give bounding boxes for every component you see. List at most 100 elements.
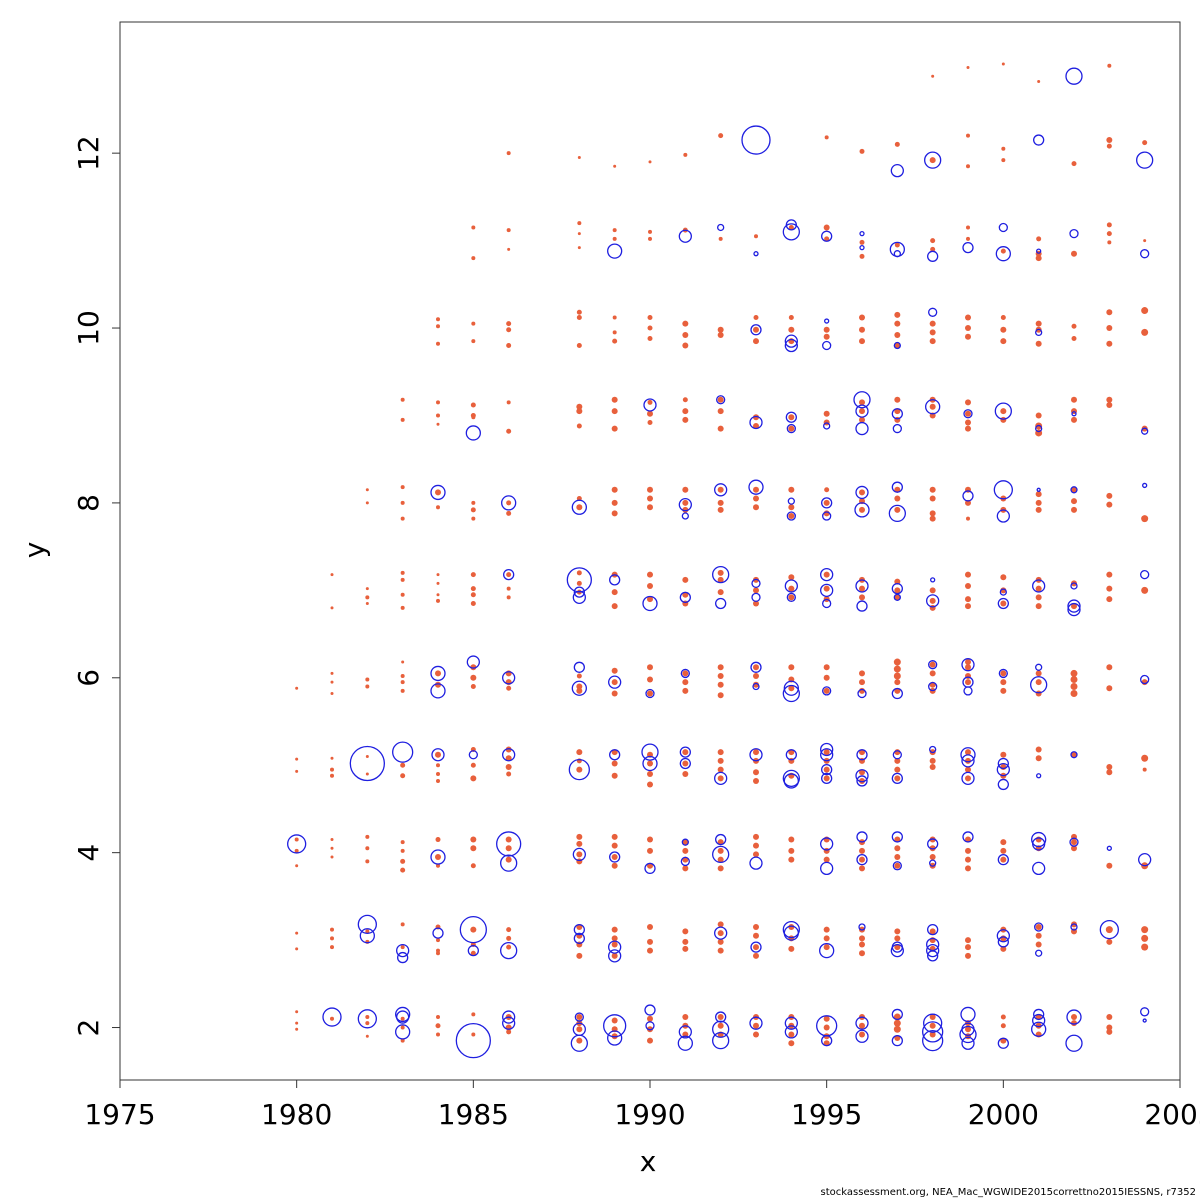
open-bubble (820, 567, 834, 582)
filled-bubble (647, 760, 653, 767)
filled-bubble (682, 332, 689, 339)
filled-bubble (330, 927, 334, 932)
filled-bubble (788, 504, 795, 511)
filled-bubble (506, 572, 512, 578)
open-bubble (1138, 853, 1152, 867)
filled-bubble (400, 592, 405, 597)
filled-bubble (365, 601, 369, 605)
open-bubble (496, 831, 522, 857)
filled-bubble (788, 315, 794, 321)
filled-bubble (788, 326, 795, 333)
filled-bubble (612, 330, 617, 335)
open-bubble (1031, 1021, 1047, 1037)
filled-bubble (1071, 603, 1077, 610)
filled-bubble (965, 399, 971, 406)
open-bubble (782, 223, 800, 241)
open-bubble (750, 941, 762, 953)
filled-bubble (859, 408, 865, 415)
open-bubble (929, 745, 937, 754)
filled-bubble (894, 944, 901, 951)
filled-bubble (365, 595, 370, 600)
filled-bubble (611, 679, 618, 686)
open-bubble (681, 838, 689, 846)
open-bubble (571, 499, 587, 515)
open-bubble (715, 597, 727, 610)
filled-bubble (576, 309, 582, 315)
filled-bubble (753, 944, 759, 951)
open-bubble (1070, 486, 1078, 494)
open-bubble (856, 600, 868, 612)
filled-bubble (470, 674, 477, 681)
filled-bubble (1106, 1028, 1113, 1035)
filled-bubble (859, 594, 865, 601)
filled-bubble (647, 419, 653, 425)
filled-bubble (929, 597, 936, 604)
filled-bubble (1106, 664, 1113, 671)
filled-bubble (611, 760, 618, 767)
filled-bubble (295, 1027, 299, 1031)
open-bubble (679, 746, 691, 758)
filled-bubble (471, 516, 476, 521)
filled-bubble (365, 846, 370, 851)
filled-bubble (1107, 240, 1112, 245)
filled-bubble (400, 570, 405, 575)
open-bubble (822, 598, 832, 609)
open-bubble (1032, 579, 1046, 593)
filled-bubble (894, 854, 901, 861)
filled-bubble (611, 941, 618, 948)
open-bubble (962, 831, 974, 843)
filled-bubble (436, 938, 440, 943)
open-bubble (1035, 663, 1043, 671)
open-bubble (893, 593, 901, 601)
filled-bubble (859, 1031, 865, 1038)
filled-bubble (859, 148, 865, 154)
filled-bubble (682, 839, 689, 846)
filled-bubble (1000, 416, 1007, 423)
filled-bubble (823, 766, 830, 773)
open-bubble (926, 594, 940, 608)
filled-bubble (1071, 1014, 1077, 1021)
filled-bubble (365, 1015, 370, 1020)
filled-bubble (1000, 847, 1007, 854)
filled-bubble (576, 851, 583, 858)
open-bubble (500, 854, 518, 872)
open-bubble (432, 927, 444, 939)
filled-bubble (1106, 685, 1113, 692)
open-bubble (824, 318, 830, 324)
filled-bubble (788, 1040, 795, 1047)
filled-bubble (893, 672, 901, 680)
open-bubble (1067, 599, 1081, 613)
filled-bubble (1141, 754, 1149, 762)
filled-bubble (611, 935, 618, 942)
filled-bubble (576, 687, 583, 694)
filled-bubble (1035, 1022, 1042, 1029)
filled-bubble (330, 680, 334, 684)
filled-bubble (365, 772, 369, 776)
filled-bubble (505, 836, 512, 843)
open-bubble (820, 748, 834, 762)
open-bubble (891, 1008, 903, 1021)
open-bubble (608, 949, 622, 963)
filled-bubble (753, 338, 759, 345)
open-bubble (892, 861, 902, 871)
filled-bubble (330, 855, 334, 859)
filled-bubble (611, 833, 618, 840)
filled-bubble (859, 489, 865, 496)
open-bubble (644, 862, 656, 875)
filled-bubble (1035, 755, 1042, 762)
open-bubble (502, 1016, 516, 1030)
filled-bubble (400, 1025, 405, 1030)
filled-bubble (859, 1022, 865, 1029)
filled-bubble (894, 332, 901, 339)
open-bubble (1140, 249, 1150, 259)
open-bubble (1035, 424, 1043, 433)
open-bubble (357, 1009, 377, 1029)
filled-bubble (966, 133, 970, 138)
filled-bubble (965, 749, 971, 756)
filled-bubble (400, 1016, 405, 1021)
filled-bubble (717, 499, 724, 506)
filled-bubble (400, 840, 405, 845)
open-bubble (642, 755, 658, 772)
open-bubble (891, 772, 903, 784)
open-bubble (1032, 837, 1046, 851)
